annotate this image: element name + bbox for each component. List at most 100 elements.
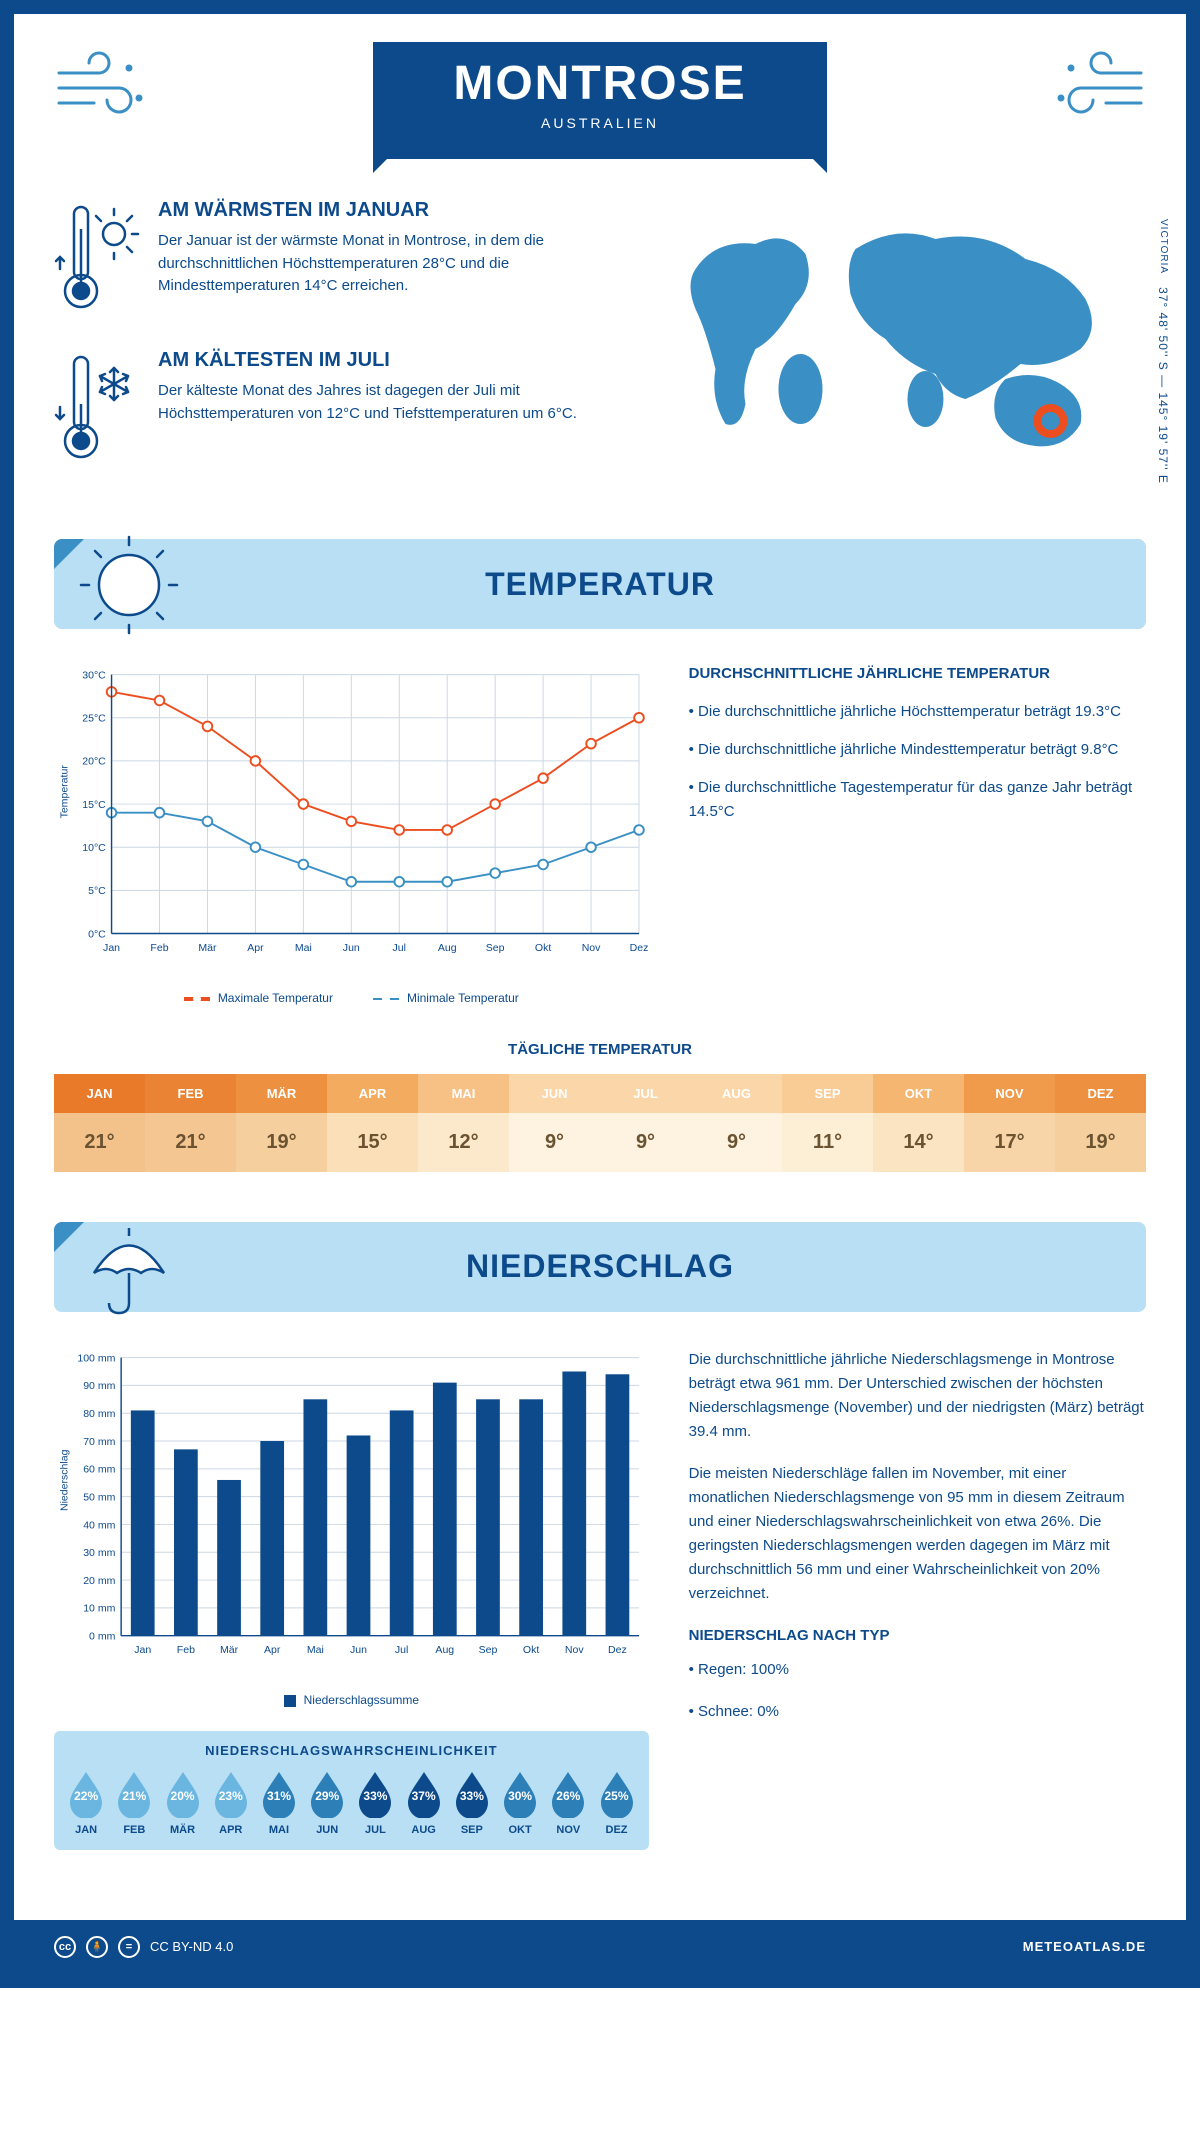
svg-text:Dez: Dez bbox=[608, 1644, 627, 1656]
by-icon: 🧍 bbox=[86, 1936, 108, 1958]
daily-col: JAN21° bbox=[54, 1074, 145, 1172]
svg-text:Niederschlag: Niederschlag bbox=[58, 1449, 70, 1511]
precip-type-snow: • Schnee: 0% bbox=[689, 1700, 1146, 1724]
sun-icon bbox=[74, 535, 184, 635]
svg-text:Jun: Jun bbox=[343, 942, 360, 954]
svg-text:Dez: Dez bbox=[630, 942, 649, 954]
svg-text:Feb: Feb bbox=[177, 1644, 195, 1656]
daily-col: OKT14° bbox=[873, 1074, 964, 1172]
prob-drop: 37%AUG bbox=[402, 1770, 446, 1836]
svg-text:80 mm: 80 mm bbox=[83, 1408, 115, 1420]
daily-col: JUN9° bbox=[509, 1074, 600, 1172]
section-title: TEMPERATUR bbox=[485, 566, 715, 603]
svg-text:50 mm: 50 mm bbox=[83, 1491, 115, 1503]
cc-icon: cc bbox=[54, 1936, 76, 1958]
svg-text:Mai: Mai bbox=[307, 1644, 324, 1656]
svg-text:15°C: 15°C bbox=[82, 799, 106, 811]
fact-warm-text: Der Januar ist der wärmste Monat in Mont… bbox=[158, 230, 605, 298]
daily-col: DEZ19° bbox=[1055, 1074, 1146, 1172]
svg-text:Jan: Jan bbox=[103, 942, 120, 954]
svg-text:Sep: Sep bbox=[486, 942, 505, 954]
daily-col: NOV17° bbox=[964, 1074, 1055, 1172]
svg-text:Sep: Sep bbox=[479, 1644, 498, 1656]
daily-col: MAI12° bbox=[418, 1074, 509, 1172]
svg-text:Jul: Jul bbox=[393, 942, 406, 954]
daily-temp-table: JAN21°FEB21°MÄR19°APR15°MAI12°JUN9°JUL9°… bbox=[54, 1074, 1146, 1172]
svg-text:60 mm: 60 mm bbox=[83, 1464, 115, 1476]
svg-text:20 mm: 20 mm bbox=[83, 1575, 115, 1587]
temperature-legend: Maximale Temperatur Minimale Temperatur bbox=[54, 991, 649, 1005]
prob-title: NIEDERSCHLAGSWAHRSCHEINLICHKEIT bbox=[64, 1743, 639, 1758]
page-title: MONTROSE bbox=[453, 56, 746, 111]
daily-col: MÄR19° bbox=[236, 1074, 327, 1172]
daily-col: FEB21° bbox=[145, 1074, 236, 1172]
temp-bullet-1: • Die durchschnittliche jährliche Höchst… bbox=[689, 700, 1146, 724]
svg-text:Nov: Nov bbox=[565, 1644, 584, 1656]
umbrella-icon bbox=[74, 1218, 184, 1318]
wind-icon bbox=[1046, 48, 1146, 128]
svg-text:Mär: Mär bbox=[198, 942, 217, 954]
temp-bullet-3: • Die durchschnittliche Tagestemperatur … bbox=[689, 776, 1146, 824]
svg-text:90 mm: 90 mm bbox=[83, 1380, 115, 1392]
prob-drop: 23%APR bbox=[209, 1770, 253, 1836]
precipitation-bar-chart: Niederschlag 0 mm10 mm20 mm30 mm40 mm50 … bbox=[54, 1348, 649, 1674]
svg-text:10 mm: 10 mm bbox=[83, 1603, 115, 1615]
fact-cold-text: Der kälteste Monat des Jahres ist dagege… bbox=[158, 380, 605, 425]
legend-max: Maximale Temperatur bbox=[218, 991, 333, 1005]
temperature-summary: DURCHSCHNITTLICHE JÄHRLICHE TEMPERATUR •… bbox=[689, 665, 1146, 1005]
svg-text:Aug: Aug bbox=[438, 942, 457, 954]
coordinates: VICTORIA 37° 48' 50'' S — 145° 19' 57'' … bbox=[1156, 219, 1170, 484]
coords-text: 37° 48' 50'' S — 145° 19' 57'' E bbox=[1156, 287, 1170, 484]
svg-text:Mai: Mai bbox=[295, 942, 312, 954]
title-ribbon: MONTROSE AUSTRALIEN bbox=[373, 42, 826, 159]
site-name: METEOATLAS.DE bbox=[1023, 1939, 1146, 1954]
svg-text:Mär: Mär bbox=[220, 1644, 239, 1656]
section-title: NIEDERSCHLAG bbox=[466, 1248, 734, 1285]
fact-cold-title: AM KÄLTESTEN IM JULI bbox=[158, 349, 605, 372]
prob-drop: 29%JUN bbox=[305, 1770, 349, 1836]
svg-text:100 mm: 100 mm bbox=[77, 1352, 115, 1364]
section-header-temperature: TEMPERATUR bbox=[54, 539, 1146, 629]
daily-col: APR15° bbox=[327, 1074, 418, 1172]
fact-warm: AM WÄRMSTEN IM JANUAR Der Januar ist der… bbox=[54, 199, 605, 319]
thermometer-snow-icon bbox=[54, 349, 140, 469]
precip-legend: Niederschlagssumme bbox=[54, 1693, 649, 1707]
prob-drop: 22%JAN bbox=[64, 1770, 108, 1836]
precip-type-heading: NIEDERSCHLAG NACH TYP bbox=[689, 1624, 1146, 1648]
temp-summary-heading: DURCHSCHNITTLICHE JÄHRLICHE TEMPERATUR bbox=[689, 665, 1146, 682]
prob-drop: 33%SEP bbox=[450, 1770, 494, 1836]
svg-text:0 mm: 0 mm bbox=[89, 1630, 116, 1642]
prob-drop: 21%FEB bbox=[112, 1770, 156, 1836]
prob-drop: 31%MAI bbox=[257, 1770, 301, 1836]
precip-type-rain: • Regen: 100% bbox=[689, 1658, 1146, 1682]
fact-cold: AM KÄLTESTEN IM JULI Der kälteste Monat … bbox=[54, 349, 605, 469]
svg-text:Jul: Jul bbox=[395, 1644, 408, 1656]
svg-text:0°C: 0°C bbox=[88, 928, 106, 940]
svg-text:Okt: Okt bbox=[523, 1644, 539, 1656]
svg-text:30°C: 30°C bbox=[82, 669, 106, 681]
precip-p1: Die durchschnittliche jährliche Niedersc… bbox=[689, 1348, 1146, 1444]
temp-bullet-2: • Die durchschnittliche jährliche Mindes… bbox=[689, 738, 1146, 762]
page-subtitle: AUSTRALIEN bbox=[453, 115, 746, 131]
daily-col: AUG9° bbox=[691, 1074, 782, 1172]
svg-text:30 mm: 30 mm bbox=[83, 1547, 115, 1559]
precip-probability-box: NIEDERSCHLAGSWAHRSCHEINLICHKEIT 22%JAN21… bbox=[54, 1731, 649, 1850]
prob-drop: 30%OKT bbox=[498, 1770, 542, 1836]
license-text: CC BY-ND 4.0 bbox=[150, 1939, 233, 1954]
svg-text:Jan: Jan bbox=[134, 1644, 151, 1656]
svg-text:Okt: Okt bbox=[535, 942, 551, 954]
precipitation-summary: Die durchschnittliche jährliche Niedersc… bbox=[689, 1348, 1146, 1850]
svg-text:70 mm: 70 mm bbox=[83, 1436, 115, 1448]
svg-text:5°C: 5°C bbox=[88, 885, 106, 897]
prob-drop: 25%DEZ bbox=[594, 1770, 638, 1836]
region-label: VICTORIA bbox=[1158, 219, 1169, 274]
nd-icon: = bbox=[118, 1936, 140, 1958]
legend-precip: Niederschlagssumme bbox=[304, 1693, 419, 1707]
svg-text:10°C: 10°C bbox=[82, 842, 106, 854]
prob-drop: 33%JUL bbox=[353, 1770, 397, 1836]
thermometer-sun-icon bbox=[54, 199, 140, 319]
svg-text:Nov: Nov bbox=[582, 942, 601, 954]
prob-drop: 20%MÄR bbox=[160, 1770, 204, 1836]
svg-text:20°C: 20°C bbox=[82, 756, 106, 768]
svg-text:Apr: Apr bbox=[264, 1644, 281, 1656]
